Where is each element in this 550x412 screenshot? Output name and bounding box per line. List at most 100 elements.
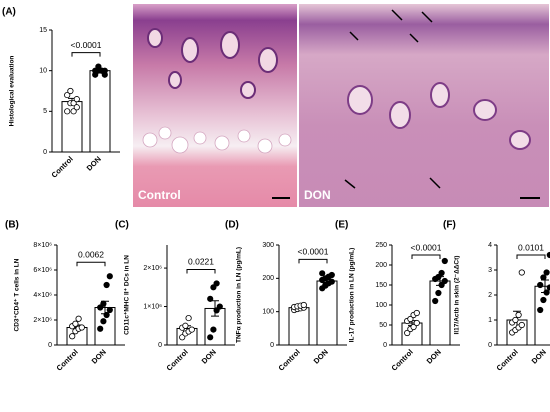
data-point (97, 325, 104, 332)
data-point (438, 281, 445, 289)
y-tick-label: 0 (48, 342, 52, 349)
data-point (216, 303, 223, 310)
data-point (322, 281, 329, 289)
x-tick-label: DON (90, 347, 108, 365)
data-point (210, 284, 217, 291)
data-point (101, 71, 108, 78)
y-tick-label: 1×10⁶ (143, 303, 162, 310)
y-tick-label: 4×10⁶ (33, 292, 52, 299)
data-point (537, 281, 544, 289)
data-point (404, 329, 411, 337)
y-tick-label: 2×10⁶ (143, 265, 162, 272)
x-tick-label: Control (55, 347, 80, 372)
p-value: <0.0001 (411, 242, 442, 252)
data-point (70, 100, 77, 107)
y-tick-label: 0 (488, 342, 492, 349)
data-point (179, 334, 186, 341)
data-point (213, 280, 220, 287)
data-point (441, 257, 448, 265)
y-axis-label: CD3⁺CD4⁺ T cells in LN (14, 258, 21, 331)
data-point (213, 307, 220, 314)
data-point (95, 63, 102, 70)
histology-control (133, 4, 297, 207)
data-point (512, 316, 519, 324)
y-tick-label: 150 (375, 282, 387, 289)
data-point (407, 315, 414, 323)
y-tick-label: 200 (375, 262, 387, 269)
data-point (64, 108, 71, 115)
x-tick-label: DON (312, 347, 330, 365)
y-tick-label: 3 (488, 267, 492, 274)
panel-label: (E) (335, 220, 348, 231)
data-point (70, 108, 77, 115)
bar (316, 280, 338, 346)
data-point (410, 323, 417, 331)
data-point (98, 67, 105, 74)
data-point (540, 274, 547, 281)
x-tick-label: Control (165, 347, 190, 372)
significance-bracket (298, 258, 328, 264)
x-tick-label: Control (390, 347, 415, 372)
significance-bracket (516, 254, 546, 259)
y-tick-label: 2×10⁶ (33, 317, 52, 324)
p-value: <0.0001 (71, 40, 102, 50)
data-point (92, 67, 99, 74)
panel-label: (C) (115, 220, 129, 231)
data-point (435, 273, 442, 281)
y-axis-label: IL-17 production in LN (pg/mL) (349, 248, 356, 343)
data-point (100, 318, 107, 325)
y-tick-label: 15 (39, 27, 47, 34)
data-point (438, 269, 445, 277)
data-point (106, 273, 113, 280)
data-point (413, 319, 420, 327)
data-point (73, 96, 80, 103)
x-tick-label: DON (425, 347, 443, 365)
panel-label: (D) (225, 220, 239, 231)
data-point (210, 326, 217, 333)
p-value: 0.0101 (518, 242, 544, 252)
histology-don (299, 4, 549, 207)
data-point (540, 296, 547, 304)
x-tick-label: Control (495, 347, 520, 372)
y-tick-label: 2 (488, 292, 492, 299)
data-point (441, 277, 448, 285)
data-point (75, 315, 82, 322)
x-tick-label: DON (200, 347, 218, 365)
data-point (103, 281, 110, 289)
y-axis-label: Histological evaluation (9, 56, 16, 127)
data-point (64, 91, 71, 99)
y-tick-label: 5 (43, 108, 47, 115)
data-point (432, 297, 439, 305)
data-point (207, 334, 214, 341)
y-tick-label: 6×10⁶ (33, 267, 52, 274)
x-tick-label: Control (50, 154, 75, 179)
data-point (103, 311, 110, 319)
p-value: 0.0221 (188, 257, 214, 267)
y-tick-label: 250 (375, 242, 387, 249)
data-point (518, 321, 525, 329)
bar (89, 70, 111, 153)
data-point (207, 295, 214, 302)
data-point (300, 301, 307, 309)
y-tick-label: 200 (262, 275, 274, 282)
y-tick-label: 100 (262, 309, 274, 316)
y-tick-label: 4 (488, 242, 492, 249)
y-axis-label: Il17/Actb in skin (2⁻ΔΔCt) (454, 256, 461, 335)
data-point (72, 320, 79, 327)
data-point (67, 87, 74, 95)
y-tick-label: 1 (488, 317, 492, 324)
x-tick-label: DON (85, 154, 103, 172)
data-point (185, 314, 192, 322)
y-axis-label: CD11c⁺MHC II⁺ DCs in LN (124, 255, 131, 335)
p-value: <0.0001 (298, 247, 329, 257)
p-value: 0.0062 (78, 250, 104, 260)
significance-bracket (71, 52, 101, 57)
significance-bracket (186, 268, 216, 274)
significance-bracket (76, 261, 106, 267)
data-point (328, 278, 335, 285)
data-point (188, 326, 195, 333)
significance-bracket (411, 254, 441, 259)
y-tick-label: 8×10⁶ (33, 242, 52, 249)
y-tick-label: 50 (379, 322, 387, 329)
